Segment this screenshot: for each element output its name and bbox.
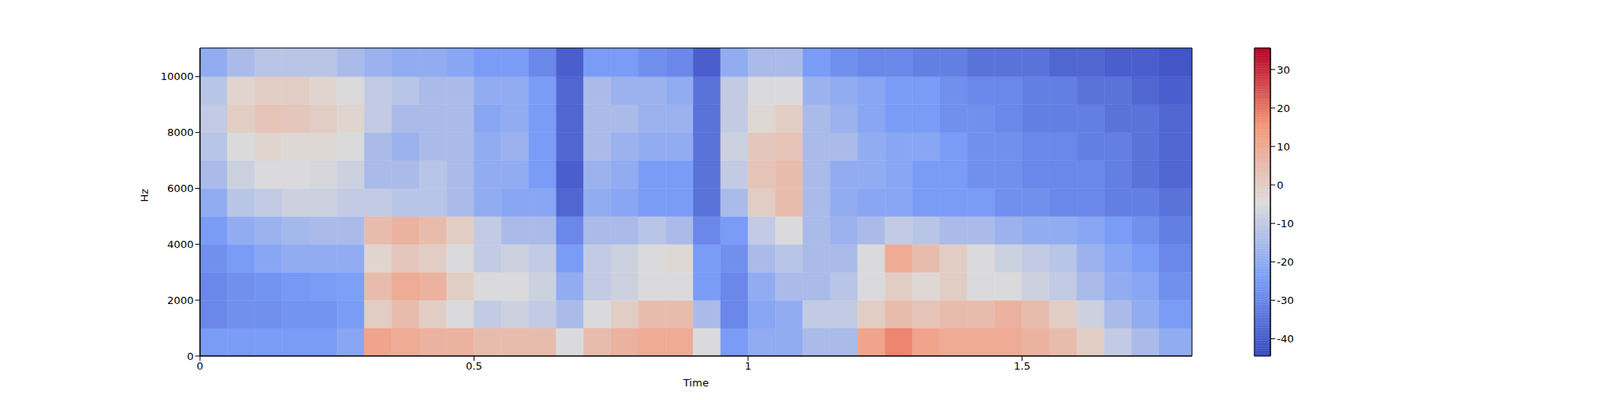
svg-text:-40: -40 (1276, 332, 1294, 345)
svg-text:10: 10 (1276, 140, 1291, 153)
svg-text:2000: 2000 (167, 294, 194, 307)
svg-text:30: 30 (1276, 64, 1291, 76)
svg-text:0.5: 0.5 (465, 360, 483, 372)
svg-text:10000: 10000 (160, 70, 194, 83)
svg-text:0: 0 (1276, 179, 1284, 192)
svg-text:6000: 6000 (167, 182, 194, 195)
svg-text:1.5: 1.5 (1013, 360, 1031, 372)
svg-text:-10: -10 (1276, 217, 1294, 230)
svg-text:1: 1 (744, 360, 752, 372)
svg-text:-20: -20 (1276, 256, 1294, 268)
svg-text:0: 0 (187, 350, 194, 363)
svg-text:0: 0 (196, 360, 204, 372)
svg-text:20: 20 (1276, 102, 1291, 115)
svg-text:8000: 8000 (167, 126, 194, 139)
svg-text:Time: Time (682, 376, 709, 389)
svg-text:Hz: Hz (138, 188, 151, 203)
svg-text:4000: 4000 (167, 238, 194, 251)
svg-text:-30: -30 (1276, 294, 1294, 307)
